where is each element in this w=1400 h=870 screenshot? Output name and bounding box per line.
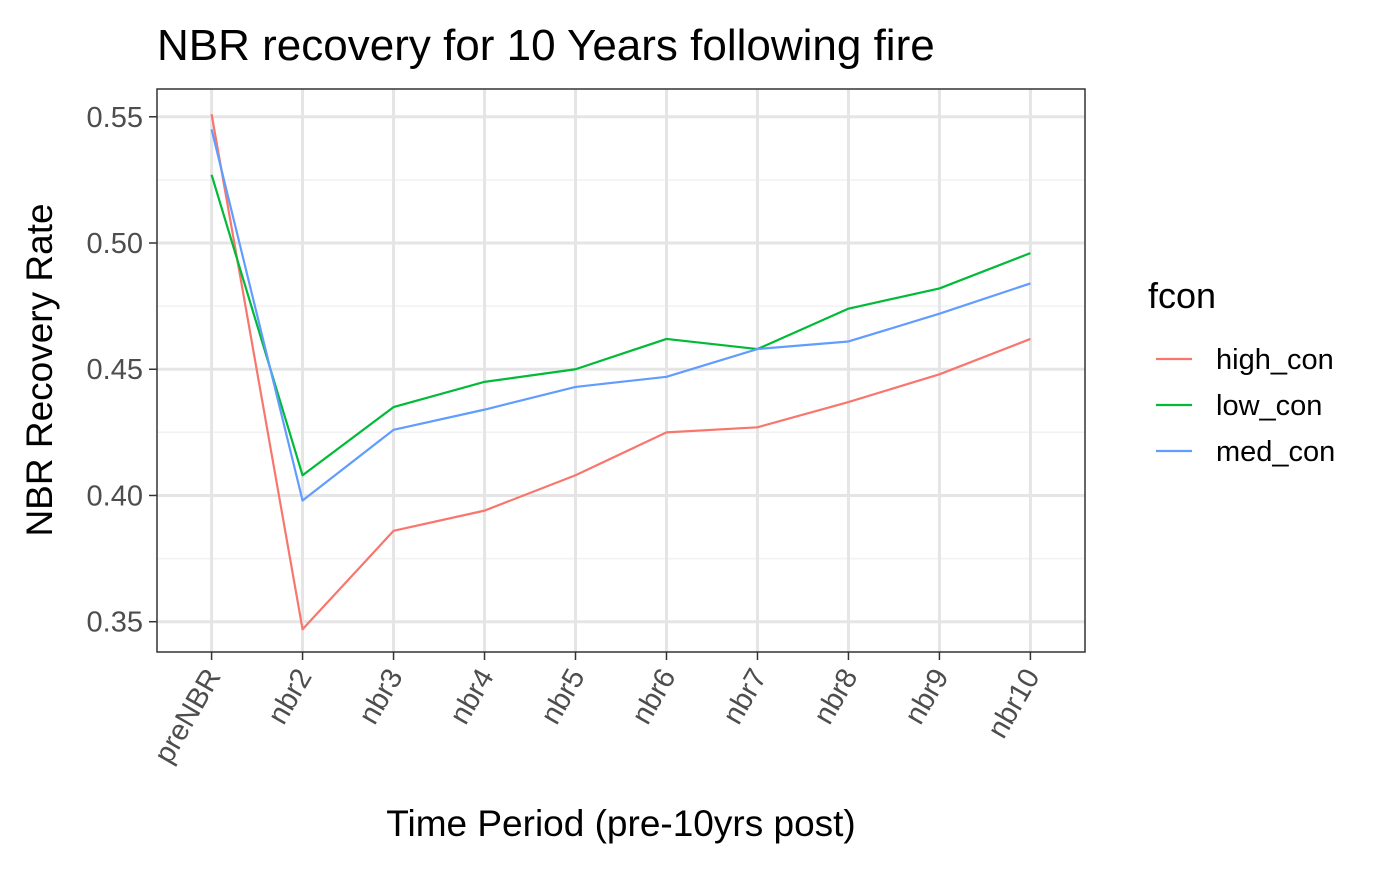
x-tick-label: nbr4	[444, 664, 501, 730]
x-tick-label: nbr10	[982, 664, 1047, 744]
legend-item-med-con: med_con	[1156, 436, 1335, 468]
x-tick-label: nbr6	[626, 664, 683, 730]
x-tick-label: nbr7	[717, 664, 774, 730]
legend-items: high_con low_con med_con	[1156, 344, 1335, 468]
chart-title: NBR recovery for 10 Years following fire	[157, 21, 935, 70]
x-tick-label: nbr5	[535, 664, 592, 730]
y-tick-label: 0.35	[87, 607, 143, 639]
y-axis: 0.35 0.40 0.45 0.50 0.55	[87, 102, 157, 639]
plot-panel-border	[156, 88, 1086, 653]
x-tick-label: nbr9	[899, 664, 956, 730]
x-tick-label: preNBR	[148, 664, 227, 769]
legend-item-low-con: low_con	[1156, 390, 1322, 422]
x-tick-label: nbr8	[808, 664, 865, 730]
legend-title: fcon	[1148, 275, 1216, 316]
legend-label: high_con	[1216, 344, 1334, 376]
legend: fcon high_con low_con med_con	[1148, 275, 1335, 468]
x-axis: preNBR nbr2 nbr3 nbr4 nbr5 nbr6 nbr7 nbr8 nbr9 nb…	[148, 652, 1046, 769]
y-tick-label: 0.55	[87, 102, 143, 134]
y-tick-label: 0.50	[87, 228, 143, 260]
legend-item-high-con: high_con	[1156, 344, 1334, 376]
y-tick-label: 0.45	[87, 354, 143, 386]
series-line-med-con	[210, 129, 1031, 502]
plot-series	[210, 114, 1031, 631]
plot-grid	[157, 89, 1085, 652]
series-line-high-con	[210, 114, 1031, 631]
x-tick-label: nbr3	[353, 664, 410, 730]
legend-label: low_con	[1216, 390, 1322, 422]
legend-label: med_con	[1216, 436, 1335, 468]
y-axis-title: NBR Recovery Rate	[19, 203, 60, 536]
y-tick-label: 0.40	[87, 480, 143, 512]
x-tick-label: nbr2	[262, 664, 319, 730]
series-line-low-con	[210, 174, 1031, 477]
x-axis-title: Time Period (pre-10yrs post)	[386, 803, 856, 844]
